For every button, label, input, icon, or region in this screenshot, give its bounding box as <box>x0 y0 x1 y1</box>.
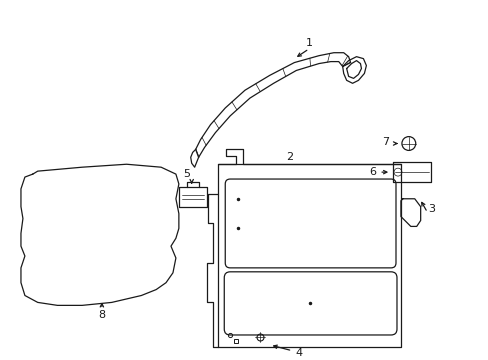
Text: 5: 5 <box>183 169 190 179</box>
Text: 8: 8 <box>98 310 105 320</box>
Text: 4: 4 <box>295 348 302 358</box>
Text: 7: 7 <box>382 136 389 147</box>
Text: 3: 3 <box>427 204 434 213</box>
Text: 1: 1 <box>305 38 312 48</box>
Text: 6: 6 <box>368 167 375 177</box>
Text: 2: 2 <box>285 152 292 162</box>
